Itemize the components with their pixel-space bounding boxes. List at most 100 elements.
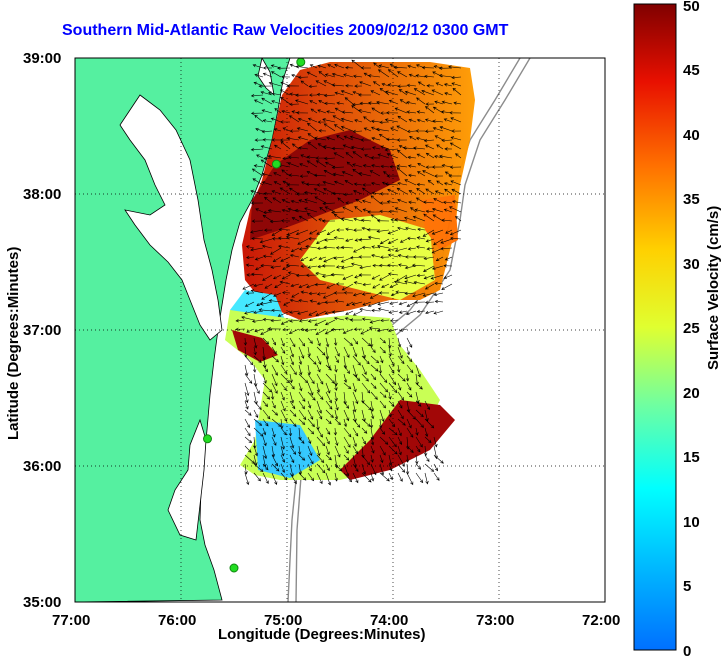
velocity-arrow bbox=[386, 111, 399, 115]
colorbar-tick-label: 45 bbox=[683, 62, 700, 79]
velocity-arrow bbox=[285, 263, 300, 267]
velocity-arrow bbox=[319, 206, 327, 213]
velocity-arrow bbox=[297, 75, 309, 80]
velocity-arrow bbox=[343, 436, 351, 448]
velocity-arrow bbox=[404, 274, 417, 280]
velocity-arrow bbox=[244, 400, 249, 410]
velocity-arrow bbox=[352, 310, 363, 316]
colorbar-tick-label: 20 bbox=[683, 385, 700, 402]
velocity-arrow bbox=[280, 256, 291, 262]
velocity-arrow bbox=[343, 346, 350, 358]
velocity-arrow bbox=[282, 127, 291, 132]
velocity-arrow bbox=[251, 319, 264, 323]
velocity-arrow bbox=[255, 265, 264, 271]
velocity-arrow bbox=[333, 316, 345, 321]
velocity-arrow bbox=[349, 135, 363, 141]
velocity-arrow bbox=[360, 66, 372, 70]
velocity-arrow bbox=[443, 83, 453, 87]
velocity-arrow bbox=[322, 201, 336, 206]
velocity-arrow bbox=[384, 118, 399, 123]
velocity-arrow bbox=[406, 236, 417, 241]
velocity-arrow bbox=[326, 283, 336, 289]
velocity-arrow bbox=[434, 299, 444, 304]
velocity-arrow bbox=[359, 101, 372, 106]
velocity-arrow bbox=[387, 247, 399, 252]
velocity-arrow bbox=[361, 382, 371, 394]
x-tick-label: 75:00 bbox=[264, 612, 303, 629]
velocity-arrow bbox=[379, 391, 387, 398]
velocity-arrow bbox=[335, 282, 345, 286]
velocity-arrow bbox=[359, 307, 372, 312]
velocity-arrow bbox=[280, 454, 285, 463]
velocity-arrow bbox=[355, 198, 363, 204]
velocity-arrow bbox=[262, 66, 273, 70]
velocity-arrow bbox=[309, 229, 318, 235]
velocity-arrow bbox=[260, 145, 273, 150]
velocity-arrow bbox=[309, 100, 318, 105]
velocity-arrow bbox=[308, 237, 318, 241]
velocity-arrow bbox=[362, 199, 372, 204]
velocity-arrow bbox=[325, 364, 332, 371]
velocity-arrow bbox=[396, 164, 408, 168]
velocity-arrow bbox=[316, 427, 323, 438]
velocity-arrow bbox=[397, 263, 408, 267]
velocity-arrow bbox=[360, 138, 372, 142]
velocity-arrow bbox=[307, 436, 312, 445]
velocity-arrow bbox=[309, 299, 318, 303]
velocity-arrow bbox=[353, 228, 363, 232]
velocity-arrow bbox=[245, 291, 255, 295]
velocity-arrow bbox=[291, 73, 300, 78]
velocity-arrow bbox=[271, 436, 277, 446]
velocity-arrow bbox=[397, 445, 402, 456]
velocity-arrow bbox=[354, 274, 363, 279]
velocity-arrow bbox=[405, 454, 410, 463]
velocity-arrow bbox=[316, 391, 324, 400]
velocity-arrow bbox=[253, 400, 262, 411]
velocity-arrow bbox=[423, 445, 428, 457]
velocity-arrow bbox=[361, 436, 366, 445]
velocity-arrow bbox=[308, 93, 318, 97]
velocity-arrow bbox=[305, 245, 318, 249]
velocity-arrow bbox=[397, 427, 402, 437]
velocity-arrow bbox=[353, 247, 363, 253]
velocity-arrow bbox=[253, 427, 264, 437]
velocity-arrow bbox=[321, 219, 336, 223]
velocity-arrow bbox=[324, 161, 336, 168]
velocity-arrow bbox=[423, 265, 435, 272]
velocity-arrow bbox=[406, 101, 417, 105]
velocity-arrow bbox=[324, 73, 336, 78]
velocity-arrow bbox=[379, 382, 389, 393]
velocity-arrow bbox=[345, 84, 354, 88]
velocity-arrow bbox=[307, 445, 313, 457]
velocity-arrow bbox=[271, 100, 282, 105]
velocity-arrow bbox=[416, 118, 426, 123]
velocity-arrow bbox=[316, 364, 321, 373]
velocity-arrow bbox=[343, 454, 350, 461]
velocity-arrow bbox=[261, 244, 273, 249]
velocity-arrow bbox=[452, 200, 462, 204]
velocity-arrow bbox=[324, 300, 336, 304]
velocity-arrow bbox=[252, 178, 264, 186]
velocity-arrow bbox=[316, 436, 326, 447]
velocity-arrow bbox=[298, 346, 305, 359]
velocity-arrow bbox=[388, 364, 395, 374]
velocity-arrow bbox=[406, 355, 413, 363]
velocity-arrow bbox=[451, 129, 462, 133]
velocity-arrow bbox=[343, 373, 348, 383]
velocity-arrow bbox=[325, 427, 331, 435]
velocity-arrow bbox=[343, 400, 349, 409]
velocity-arrow bbox=[386, 137, 399, 142]
velocity-arrow bbox=[343, 409, 350, 422]
velocity-arrow bbox=[393, 65, 408, 70]
velocity-arrow bbox=[253, 283, 264, 288]
velocity-arrow bbox=[253, 164, 264, 168]
velocity-arrow bbox=[291, 292, 300, 298]
velocity-arrow bbox=[433, 436, 438, 448]
velocity-arrow bbox=[394, 207, 408, 213]
velocity-arrow bbox=[326, 110, 336, 114]
colorbar-tick-label: 5 bbox=[683, 578, 692, 595]
velocity-arrow bbox=[244, 436, 253, 444]
velocity-arrow bbox=[307, 427, 315, 435]
velocity-arrow bbox=[425, 238, 435, 243]
velocity-arrow bbox=[307, 400, 312, 409]
